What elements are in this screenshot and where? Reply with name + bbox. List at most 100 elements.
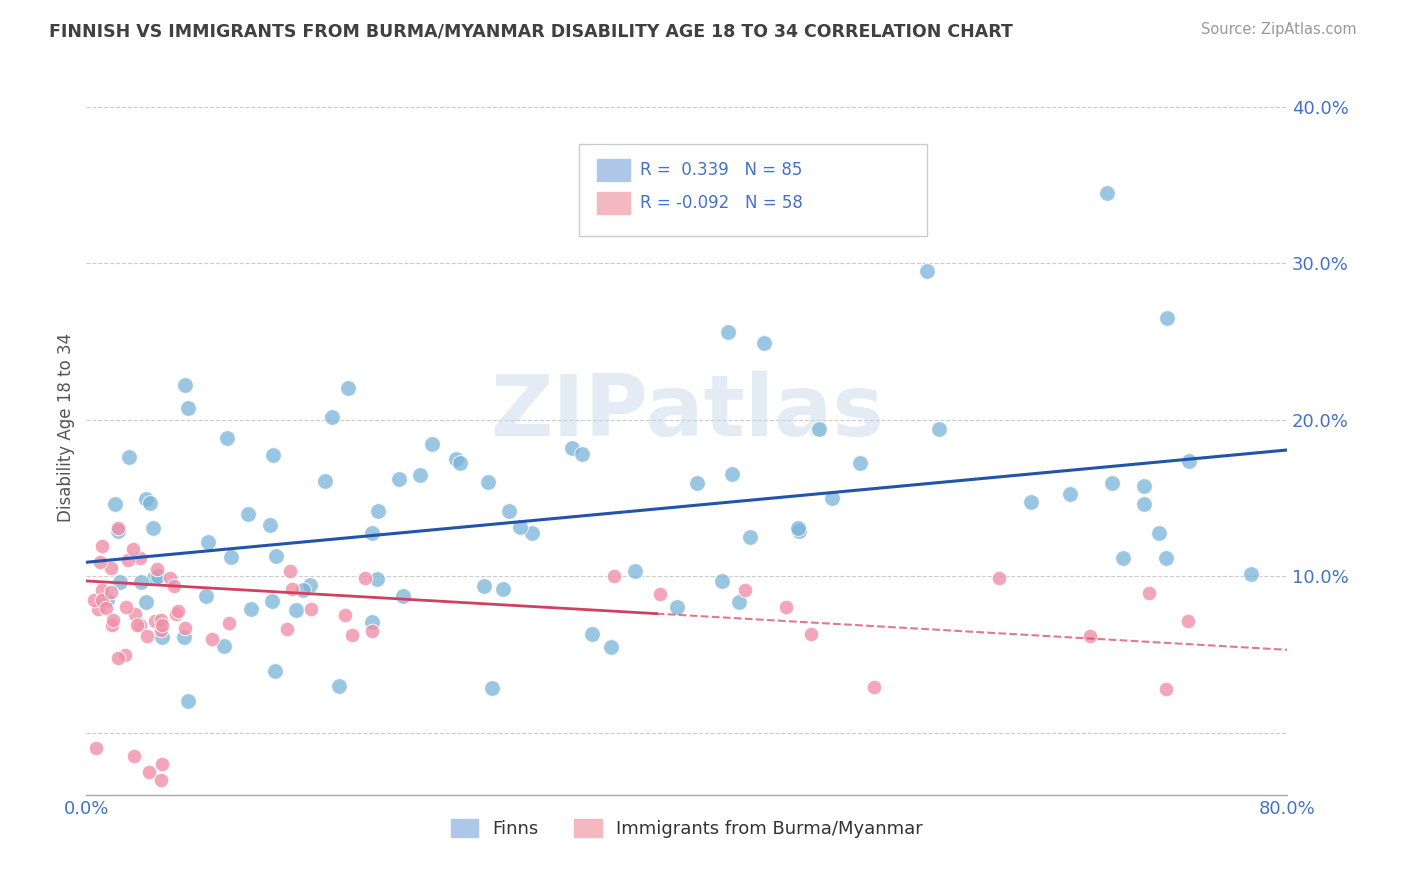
Point [139,496,162,510]
Point [1112,551,1135,566]
Point [292,583,315,598]
Point [285,603,308,617]
Point [449,456,471,470]
Point [340,628,363,642]
Point [115,600,138,615]
Point [128,551,150,566]
Point [498,504,520,518]
Point [129,575,152,590]
Point [561,441,583,455]
Point [409,467,432,482]
Point [648,587,671,601]
Point [264,549,287,563]
Point [138,764,160,779]
Point [150,630,173,644]
Point [1156,310,1178,325]
Point [354,571,377,585]
Point [194,589,217,603]
Point [122,749,145,764]
Point [988,571,1011,585]
Point [1178,454,1201,468]
Point [1239,566,1261,581]
Point [149,772,172,787]
Point [721,467,744,481]
Point [215,431,238,445]
Point [734,582,756,597]
Point [221,549,243,564]
Point [366,572,388,586]
Point [96,593,118,607]
Point [197,535,219,549]
FancyBboxPatch shape [596,159,630,181]
Point [135,595,157,609]
FancyBboxPatch shape [579,145,927,236]
Point [333,608,356,623]
Point [1154,551,1177,566]
Point [159,571,181,585]
Point [388,472,411,486]
Point [127,618,149,632]
Point [177,694,200,708]
Point [1132,479,1154,493]
Point [361,615,384,629]
Point [103,497,125,511]
Point [820,491,842,505]
Point [1133,497,1156,511]
Point [603,569,626,583]
Point [173,631,195,645]
Point [808,422,831,436]
Point [686,475,709,490]
Legend: Finns, Immigrants from Burma/Myanmar: Finns, Immigrants from Burma/Myanmar [443,812,929,846]
Point [107,524,129,538]
Point [276,622,298,636]
Point [444,451,467,466]
Point [800,626,823,640]
Point [145,614,167,628]
Point [477,475,499,489]
Point [361,526,384,541]
Point [214,640,236,654]
FancyBboxPatch shape [596,192,630,214]
Point [107,651,129,665]
Point [163,578,186,592]
Point [174,621,197,635]
Point [299,601,322,615]
Point [787,524,810,539]
Point [262,448,284,462]
Point [360,624,382,638]
Point [100,585,122,599]
Point [754,336,776,351]
Point [148,569,170,583]
Y-axis label: Disability Age 18 to 34: Disability Age 18 to 34 [58,333,75,522]
Point [509,520,531,534]
Point [775,600,797,615]
Point [259,518,281,533]
Point [1101,476,1123,491]
Point [90,540,112,554]
Point [90,593,112,607]
Point [107,521,129,535]
Point [1019,495,1042,509]
Point [314,474,336,488]
Point [166,604,188,618]
Point [367,504,389,518]
Point [1137,586,1160,600]
Point [337,380,360,394]
Point [136,629,159,643]
Point [787,521,810,535]
Point [263,664,285,678]
Point [1078,629,1101,643]
Point [299,577,322,591]
Point [86,602,108,616]
Point [165,607,187,621]
Point [522,526,544,541]
Point [740,530,762,544]
Point [135,492,157,507]
Point [118,450,141,464]
Point [492,582,515,597]
Point [392,589,415,603]
Text: R = -0.092   N = 58: R = -0.092 N = 58 [640,194,803,212]
Point [1059,487,1081,501]
Point [83,593,105,607]
Point [420,437,443,451]
